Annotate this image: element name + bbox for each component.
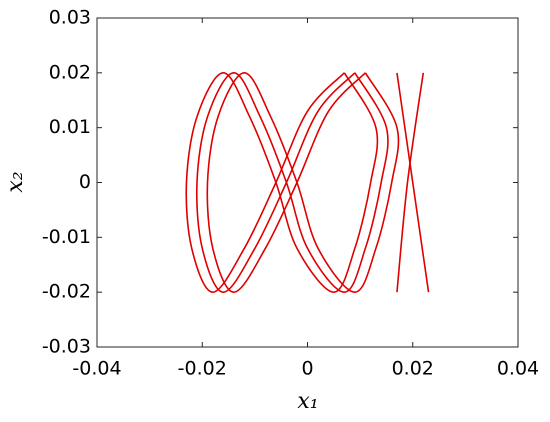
trajectory: [185, 72, 379, 293]
y-tick-label: 0: [79, 171, 91, 193]
y-axis-label: x₂: [3, 171, 28, 192]
y-tick-label: 0.01: [49, 116, 91, 138]
x-tick-label: 0: [301, 358, 313, 380]
y-tick-label: -0.03: [42, 336, 91, 358]
y-tick-label: 0.02: [49, 61, 91, 83]
trajectory: [396, 72, 430, 293]
trajectory: [206, 72, 400, 293]
y-tick-label: -0.02: [42, 281, 91, 303]
x-tick-label: 0.02: [392, 358, 434, 380]
x-axis-label: x₁: [297, 389, 318, 414]
trajectory: [195, 72, 389, 293]
y-tick-label: 0.03: [49, 7, 91, 29]
x-tick-label: -0.04: [72, 358, 121, 380]
trajectory: [396, 72, 425, 293]
y-tick-label: -0.01: [42, 226, 91, 248]
plot-frame: [96, 17, 519, 348]
x-tick-label: -0.02: [178, 358, 227, 380]
x-tick-label: 0.04: [497, 358, 539, 380]
